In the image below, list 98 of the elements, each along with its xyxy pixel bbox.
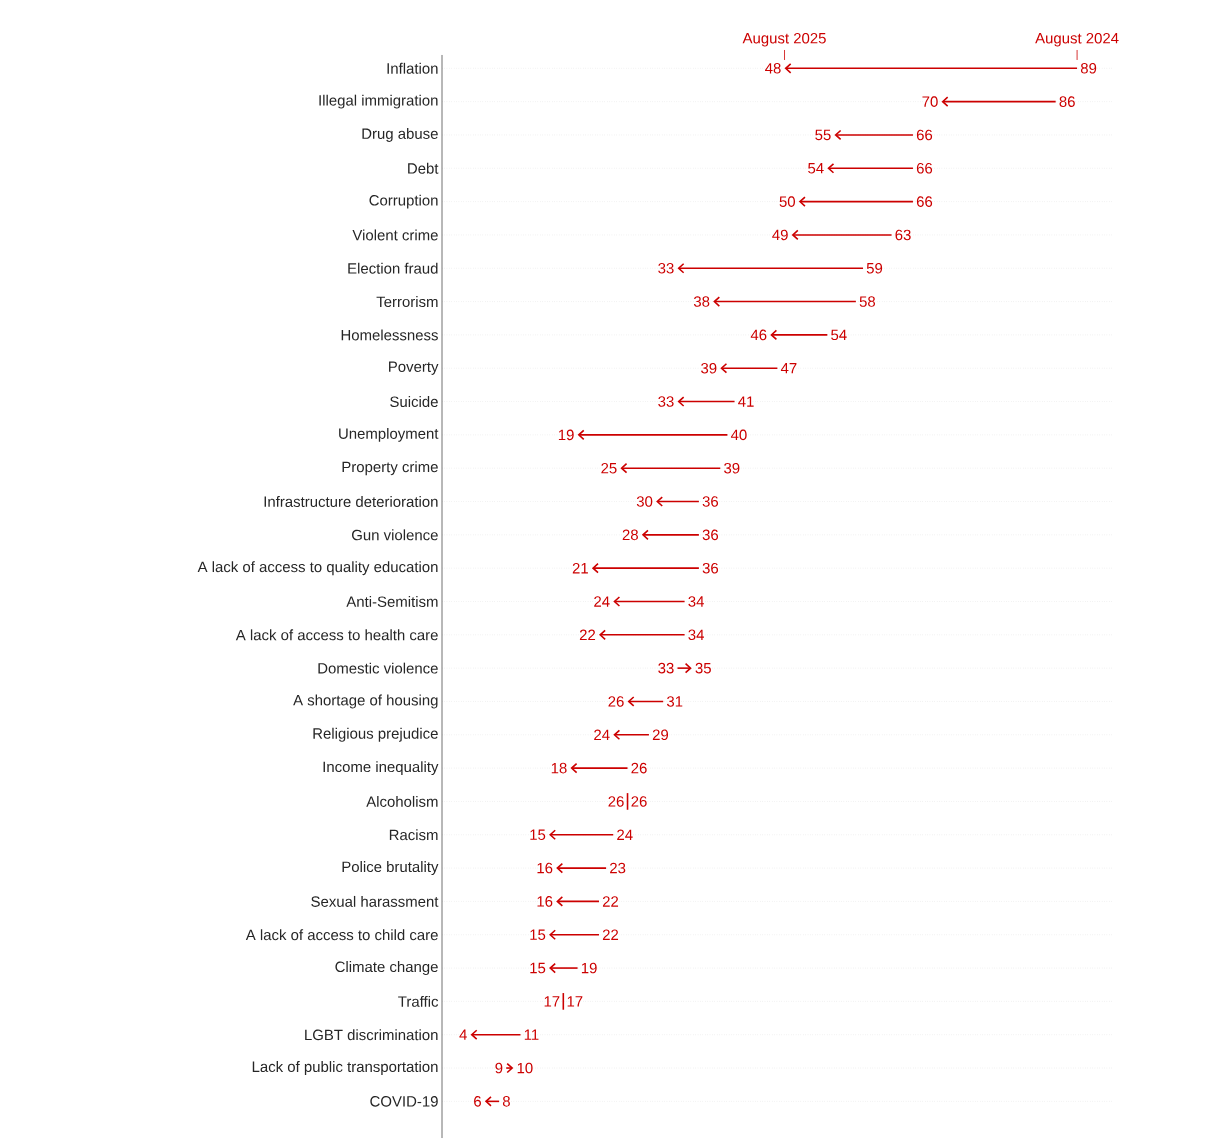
data-label: 16 [537,896,553,907]
category-label: Election fraud [348,262,438,274]
data-label: 54 [831,329,847,341]
data-label: 33 [658,662,674,674]
data-label: 54 [808,163,824,174]
data-label: 59 [866,262,883,274]
data-label: 63 [895,229,911,241]
data-label: 25 [601,462,617,474]
data-label: 4 [459,1029,467,1040]
category-label: Violent crime [352,229,438,241]
data-label: 70 [922,96,938,107]
data-label: 15 [530,929,546,940]
data-label: 29 [652,729,669,741]
category-label: Income inequality [323,761,439,776]
category-label: LGBT discrimination [305,1029,438,1041]
category-label: Illegal immigration [319,94,438,109]
data-label: 19 [558,429,574,441]
category-label: Terrorism [376,296,438,308]
category-label: Alcoholism [366,795,438,807]
data-label: 24 [617,829,633,840]
data-label: 55 [815,129,831,141]
data-label: 33 [658,262,674,274]
data-label: 46 [750,329,767,341]
category-label: Anti-Semitism [346,596,438,607]
category-label: A lack of access to health care [235,629,438,641]
data-label: 66 [916,162,933,174]
category-label: Corruption [369,194,438,209]
data-label: 17 [567,996,583,1007]
category-label: Homelessness [341,329,438,341]
data-label: 28 [622,529,638,541]
data-label: 6 [474,1096,481,1107]
data-label: 39 [701,362,717,374]
data-label: 24 [594,729,610,741]
data-label: 8 [502,1096,510,1107]
category-label: Poverty [389,361,439,375]
data-label: 30 [636,496,653,507]
data-label: 49 [772,229,788,241]
data-label: 15 [530,829,546,840]
data-label: 15 [530,962,546,974]
data-label: 89 [1080,63,1097,74]
category-label: Gun violence [352,529,438,541]
category-label: COVID-19 [370,1096,438,1107]
data-label: 38 [693,296,710,307]
data-label: 36 [702,529,719,541]
data-label: 24 [594,596,610,607]
data-label: 26 [631,796,647,807]
data-label: 34 [688,596,704,607]
data-label: 23 [610,862,626,874]
data-label: 22 [602,929,619,940]
data-label: 47 [780,363,797,374]
category-label: Religious prejudice [313,727,438,742]
category-label: Sexual harassment [311,895,439,907]
data-label: 48 [765,63,781,74]
data-label: 86 [1059,96,1075,107]
category-label: Suicide [390,396,438,408]
data-label: 66 [916,129,933,141]
legend-label: August 2024 [1035,32,1119,47]
data-label: 33 [658,396,674,407]
data-label: 17 [544,996,560,1007]
data-label: 10 [517,1062,533,1074]
data-label: 26 [631,762,647,774]
data-label: 9 [495,1062,503,1074]
category-label: A lack of access to quality education [197,561,438,576]
category-label: Debt [408,162,439,174]
legend-label: August 2025 [742,32,826,47]
data-label: 34 [688,629,704,641]
data-label: 36 [702,496,719,507]
category-label: Unemployment [339,427,439,442]
data-label: 58 [859,296,876,307]
category-label: Domestic violence [318,662,438,674]
data-label: 16 [537,862,553,874]
data-label: 26 [608,796,624,807]
category-label: A lack of access to child care [245,929,438,941]
data-label: 39 [724,462,740,474]
category-label: Traffic [398,995,439,1007]
data-label: 35 [695,662,711,674]
data-label: 31 [666,696,683,707]
category-label: Police brutality [342,861,439,876]
category-label: Property crime [342,461,438,476]
category-label: Racism [389,829,438,841]
data-label: 40 [730,429,747,441]
data-label: 50 [779,196,795,207]
data-label: 22 [602,896,619,907]
data-label: 19 [581,962,597,974]
category-label: Climate change [335,961,438,976]
category-label: Lack of public transportation [252,1061,438,1075]
data-label: 21 [572,562,588,574]
data-label: 11 [524,1029,539,1040]
data-label: 22 [579,629,596,641]
data-label: 41 [738,396,754,407]
data-label: 26 [608,696,624,707]
category-label: Infrastructure deterioration [264,496,438,507]
category-label: A shortage of housing [293,694,438,709]
category-label: Drug abuse [362,127,438,142]
data-label: 66 [916,196,933,207]
data-label: 18 [551,762,567,774]
data-label: 36 [702,562,719,574]
category-label: Inflation [387,62,438,74]
